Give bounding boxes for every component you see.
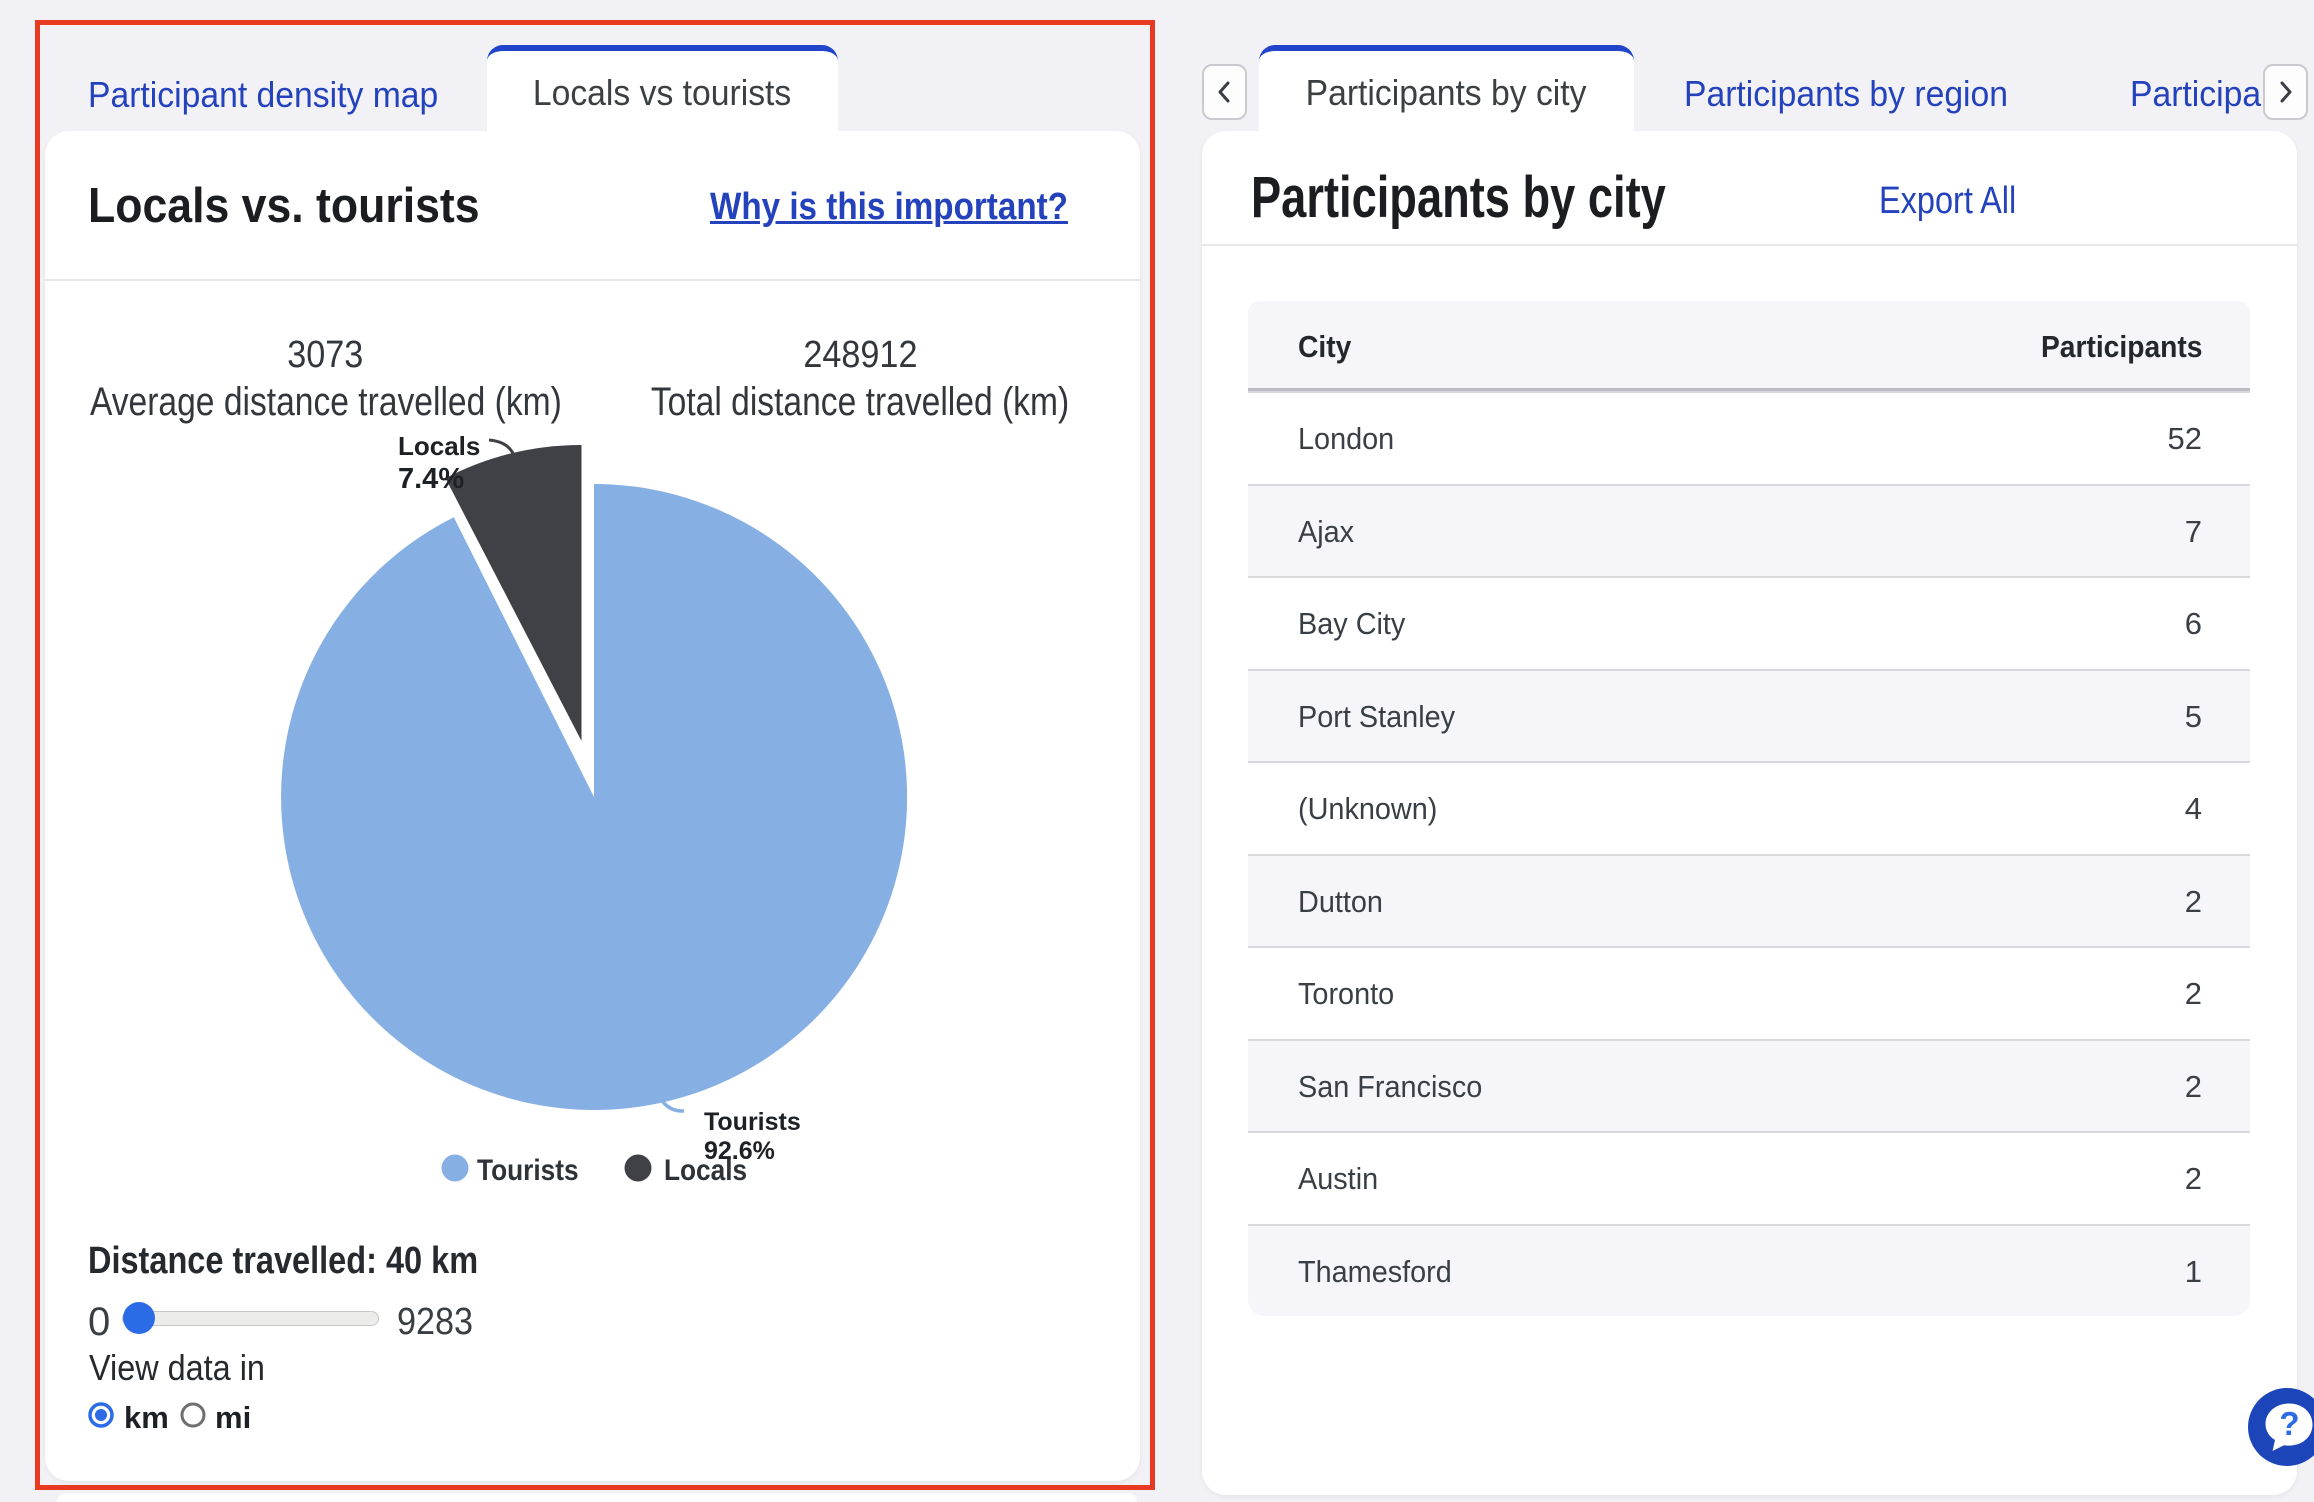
svg-text:Tourists: Tourists — [477, 1152, 579, 1186]
svg-text:Tourists: Tourists — [704, 1108, 801, 1136]
svg-text:?: ? — [2279, 1405, 2299, 1442]
svg-text:Locals: Locals — [664, 1152, 747, 1186]
svg-text:Locals: Locals — [398, 431, 480, 461]
svg-text:7.4%: 7.4% — [398, 463, 464, 495]
svg-text:92.6%: 92.6% — [704, 1137, 775, 1165]
